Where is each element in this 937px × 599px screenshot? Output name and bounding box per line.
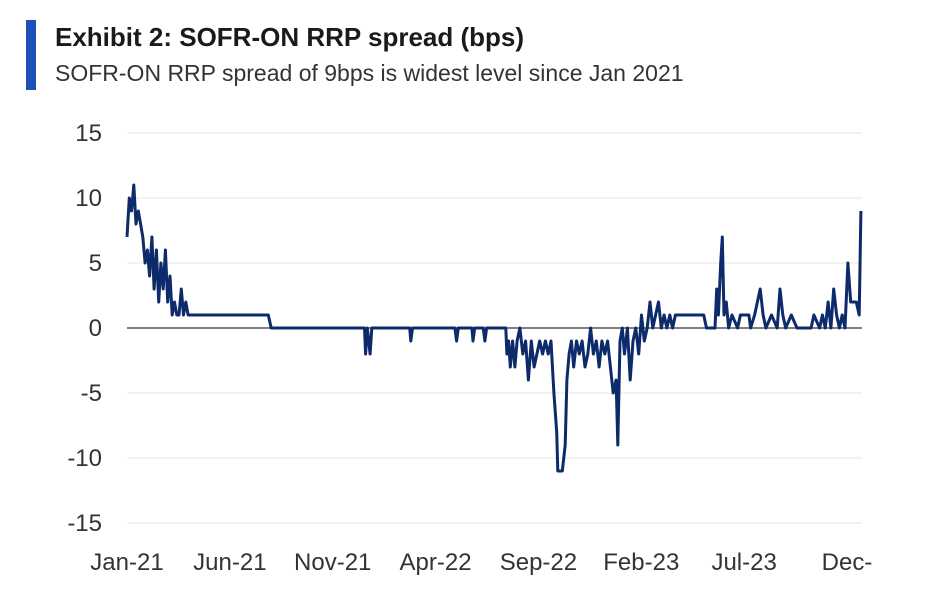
x-tick-label: Apr-22 [400, 549, 472, 576]
y-tick-label: 15 [75, 120, 102, 147]
y-tick-label: -15 [67, 510, 102, 537]
series-line [125, 183, 863, 473]
x-tick-label: Jan-21 [90, 549, 163, 576]
x-tick-label: Sep-22 [500, 549, 577, 576]
chart-subtitle: SOFR-ON RRP spread of 9bps is widest lev… [55, 60, 684, 86]
y-tick-label: 10 [75, 185, 102, 212]
grid-lines [127, 132, 862, 524]
x-tick-label: Nov-21 [294, 549, 371, 576]
title-accent-bar [26, 20, 36, 90]
x-axis-tick-labels: Jan-21 Jun-21 Nov-21 Apr-22 Sep-22 Feb-23 Jul-… [90, 549, 872, 576]
x-tick-label: Feb-23 [603, 549, 679, 576]
y-tick-label: -10 [67, 445, 102, 472]
chart-title: Exhibit 2: SOFR-ON RRP spread (bps) [55, 22, 525, 52]
y-tick-label: 5 [89, 250, 102, 277]
y-tick-label: -5 [81, 380, 102, 407]
y-axis-tick-labels: 15 10 5 0 -5 -10 -15 [67, 120, 102, 537]
x-tick-label: Jun-21 [193, 549, 266, 576]
x-tick-label: Jul-23 [711, 549, 776, 576]
x-tick-label: Dec- [822, 549, 873, 576]
y-tick-label: 0 [89, 315, 102, 342]
